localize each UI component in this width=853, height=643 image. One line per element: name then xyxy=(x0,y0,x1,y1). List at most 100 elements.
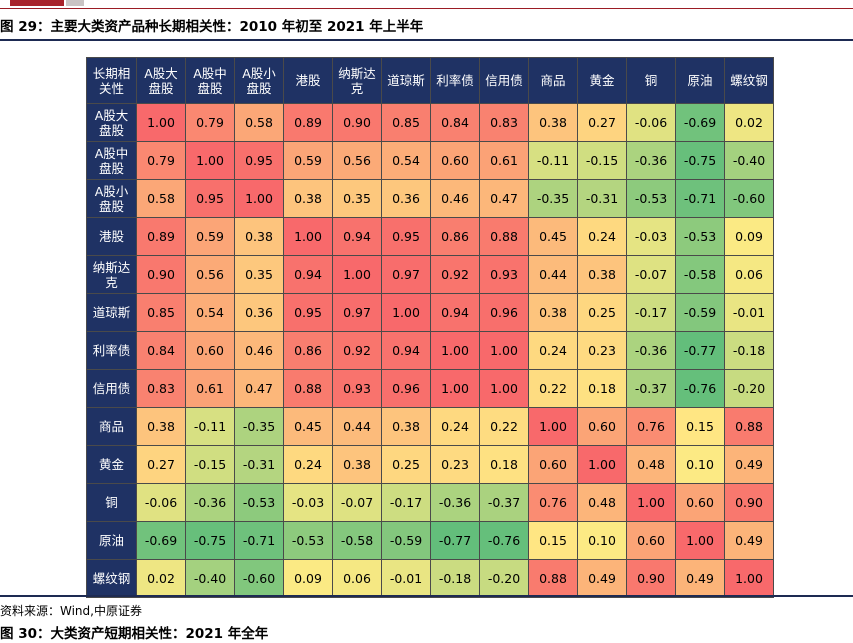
source-note: 资料来源：Wind,中原证券 xyxy=(0,604,142,618)
heatmap-cell: 0.88 xyxy=(479,217,529,256)
heatmap-cell: -0.31 xyxy=(234,445,284,484)
row-label: 纳斯达克 xyxy=(86,255,137,294)
heatmap-cell: -0.53 xyxy=(626,179,676,218)
heatmap-header-row: 长期相 关性 A股大 盘股 A股中 盘股 A股小 盘股 港股 纳斯达克道琼斯 利率债 信用债 商品 黄金铜… xyxy=(86,57,774,104)
heatmap-cell: 0.38 xyxy=(283,179,333,218)
heatmap-cell: 0.92 xyxy=(430,255,480,294)
row-label: A股中 盘股 xyxy=(86,141,137,180)
heatmap-row: 纳斯达克 0.90 0.56 0.35 0.94 1.00 0.97 0.92 0.93 0.44… xyxy=(86,255,774,294)
heatmap-cell: 0.06 xyxy=(724,255,774,294)
heatmap-cell: 0.95 xyxy=(381,217,431,256)
heatmap-cell: 0.46 xyxy=(234,331,284,370)
heatmap-cell: 0.38 xyxy=(381,407,431,446)
heatmap-cell: 0.60 xyxy=(675,483,725,522)
heatmap-cell: 1.00 xyxy=(430,369,480,408)
heatmap-cell: 0.15 xyxy=(528,521,578,560)
heatmap-cell: -0.58 xyxy=(332,521,382,560)
heatmap-cell: 0.24 xyxy=(283,445,333,484)
heatmap-row: 利率债 0.84 0.60 0.46 0.86 0.92 0.94 1.00 1.00 0.24 0… xyxy=(86,331,774,370)
row-label: 商品 xyxy=(86,407,137,446)
heatmap-cell: 0.60 xyxy=(185,331,235,370)
heatmap-cell: 0.38 xyxy=(528,103,578,142)
heatmap-cell: 0.23 xyxy=(430,445,480,484)
row-label: 利率债 xyxy=(86,331,137,370)
heatmap-cell: 0.61 xyxy=(185,369,235,408)
heatmap-cell: 0.59 xyxy=(185,217,235,256)
heatmap-cell: -0.06 xyxy=(626,103,676,142)
heatmap-cell: 0.60 xyxy=(528,445,578,484)
heatmap-cell: 0.25 xyxy=(577,293,627,332)
heatmap-cell: 0.96 xyxy=(381,369,431,408)
heatmap-cell: 0.49 xyxy=(675,559,725,598)
brand-logo xyxy=(10,0,64,6)
row-label: 螺纹钢 xyxy=(86,559,137,598)
heatmap-cell: 0.18 xyxy=(577,369,627,408)
column-label: A股大 盘股 xyxy=(136,57,186,104)
heatmap-cell: -0.53 xyxy=(234,483,284,522)
heatmap-cell: 0.10 xyxy=(675,445,725,484)
heatmap-cell: 0.47 xyxy=(234,369,284,408)
heatmap-cell: 0.06 xyxy=(332,559,382,598)
heatmap-cell: -0.18 xyxy=(724,331,774,370)
heatmap-cell: -0.75 xyxy=(675,141,725,180)
heatmap-row: 原油 -0.69 -0.75 -0.71 -0.53 -0.58 -0.59 -0.77 -0.… xyxy=(86,521,774,560)
heatmap-cell: -0.36 xyxy=(185,483,235,522)
heatmap-row: 道琼斯 0.85 0.54 0.36 0.95 0.97 1.00 0.94 0.96 0.38 0… xyxy=(86,293,774,332)
heatmap-cell: 0.15 xyxy=(675,407,725,446)
heatmap-cell: 0.83 xyxy=(136,369,186,408)
heatmap-cell: 0.38 xyxy=(577,255,627,294)
heatmap-cell: -0.77 xyxy=(430,521,480,560)
column-label: 商品 xyxy=(528,57,578,104)
heatmap-cell: -0.03 xyxy=(283,483,333,522)
heatmap-cell: 0.84 xyxy=(430,103,480,142)
column-label: 信用债 xyxy=(479,57,529,104)
heatmap-cell: -0.40 xyxy=(724,141,774,180)
heatmap-cell: -0.15 xyxy=(185,445,235,484)
heatmap-row: A股大 盘股 1.00 0.79 0.58 0.89 0.90 0.85 0.84 0.83 0.3… xyxy=(86,103,774,142)
heatmap-cell: 0.90 xyxy=(136,255,186,294)
heatmap-cell: 0.86 xyxy=(283,331,333,370)
heatmap-cell: 0.90 xyxy=(724,483,774,522)
heatmap-cell: 0.35 xyxy=(332,179,382,218)
heatmap-cell: 0.76 xyxy=(528,483,578,522)
heatmap-cell: -0.53 xyxy=(675,217,725,256)
heatmap-cell: 0.96 xyxy=(479,293,529,332)
heatmap-cell: 0.24 xyxy=(577,217,627,256)
column-label: 利率债 xyxy=(430,57,480,104)
heatmap-cell: 0.92 xyxy=(332,331,382,370)
heatmap-cell: 0.94 xyxy=(430,293,480,332)
heatmap-cell: -0.59 xyxy=(675,293,725,332)
heatmap-cell: -0.18 xyxy=(430,559,480,598)
heatmap-cell: -0.01 xyxy=(724,293,774,332)
heatmap-cell: 0.48 xyxy=(577,483,627,522)
heatmap-cell: 0.23 xyxy=(577,331,627,370)
heatmap-cell: 0.61 xyxy=(479,141,529,180)
heatmap-cell: 0.56 xyxy=(185,255,235,294)
heatmap-cell: -0.76 xyxy=(479,521,529,560)
row-label: A股大 盘股 xyxy=(86,103,137,142)
heatmap-cell: 0.22 xyxy=(479,407,529,446)
heatmap-cell: 0.44 xyxy=(528,255,578,294)
row-label: 铜 xyxy=(86,483,137,522)
heatmap-cell: -0.53 xyxy=(283,521,333,560)
heatmap-cell: 0.02 xyxy=(136,559,186,598)
heatmap-row: A股小 盘股 0.58 0.95 1.00 0.38 0.35 0.36 0.46 0.47 -0.… xyxy=(86,179,774,218)
heatmap-cell: 0.60 xyxy=(626,521,676,560)
column-label: 纳斯达克 xyxy=(332,57,382,104)
heatmap-cell: 1.00 xyxy=(479,331,529,370)
heatmap-row: 信用债 0.83 0.61 0.47 0.88 0.93 0.96 1.00 1.00 0.22 0… xyxy=(86,369,774,408)
heatmap-cell: -0.03 xyxy=(626,217,676,256)
heatmap-cell: 0.38 xyxy=(136,407,186,446)
heatmap-cell: -0.71 xyxy=(234,521,284,560)
heatmap-cell: 1.00 xyxy=(283,217,333,256)
heatmap-cell: 0.76 xyxy=(626,407,676,446)
heatmap-cell: 0.95 xyxy=(234,141,284,180)
row-label: 港股 xyxy=(86,217,137,256)
heatmap-cell: -0.77 xyxy=(675,331,725,370)
heatmap-cell: -0.20 xyxy=(724,369,774,408)
heatmap-cell: 0.49 xyxy=(577,559,627,598)
heatmap-cell: 0.86 xyxy=(430,217,480,256)
heatmap-cell: 0.88 xyxy=(283,369,333,408)
report-header-bar xyxy=(0,0,853,9)
heatmap-cell: 0.93 xyxy=(332,369,382,408)
